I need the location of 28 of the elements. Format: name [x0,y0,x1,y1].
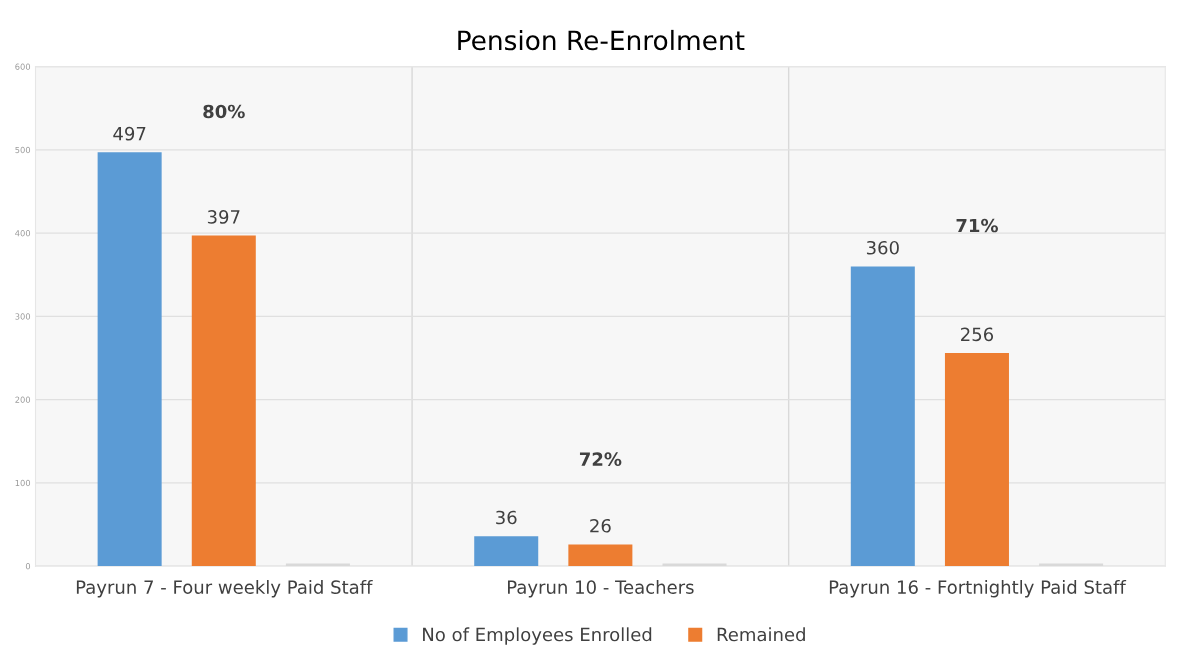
legend-label: No of Employees Enrolled [423,627,652,645]
annotation: 80% [203,104,245,119]
bar [191,235,256,567]
bar [944,352,1009,567]
bar [850,266,915,567]
chart-title: Pension Re-Enrolment [458,29,745,51]
x-tick-label: Payrun 16 - Fortnightly Paid Staff [829,579,1127,598]
annotation: 71% [956,218,998,233]
annotation: 72% [579,452,622,466]
legend-label: Remained [717,627,805,642]
data-label: 497 [113,126,146,141]
data-label: 256 [961,327,994,342]
y-tick-label: 400 [15,230,31,237]
data-label: 36 [496,510,517,525]
x-tick-label: Payrun 10 - Teachers [508,579,694,598]
data-label: 397 [207,210,240,224]
x-tick-label: Payrun 7 - Four weekly Paid Staff [76,579,373,598]
bar [568,544,633,567]
y-tick-label: 600 [15,63,31,70]
y-tick-label: 300 [15,313,31,320]
y-tick-label: 200 [15,396,31,403]
y-tick-label: 0 [25,563,31,570]
y-tick-label: 500 [15,146,31,154]
bar [97,152,162,567]
data-label: 26 [590,518,611,533]
data-label: 360 [866,240,899,255]
y-tick-label: 100 [15,479,31,487]
bar [474,536,539,567]
